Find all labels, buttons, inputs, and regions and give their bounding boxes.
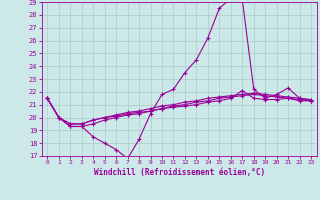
X-axis label: Windchill (Refroidissement éolien,°C): Windchill (Refroidissement éolien,°C) xyxy=(94,168,265,177)
